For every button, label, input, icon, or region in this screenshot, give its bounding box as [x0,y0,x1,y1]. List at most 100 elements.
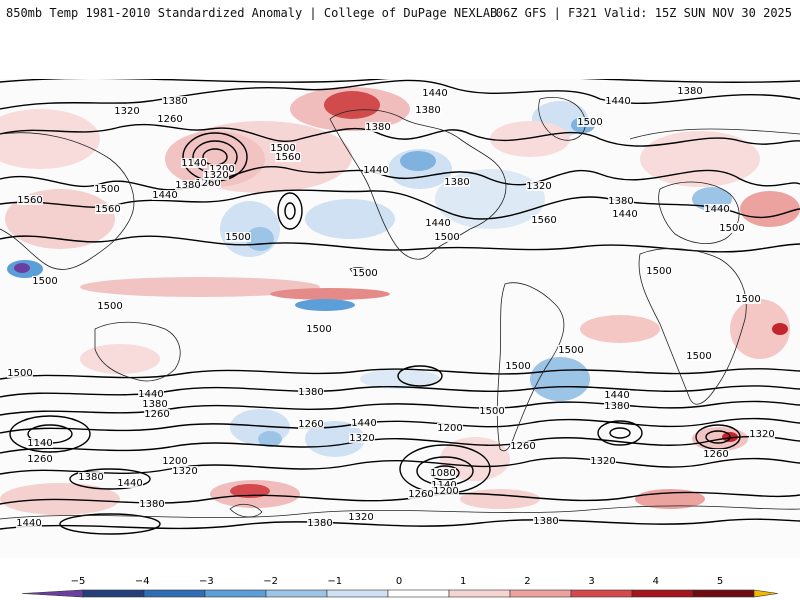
contour-label: 1500 [434,232,459,243]
contour-label: 1380 [677,86,702,97]
contour-label-bg [275,152,301,162]
colorbar-segment [265,589,328,598]
map-title: 850mb Temp 1981-2010 Standardized Anomal… [6,6,498,20]
colorbar-segment [143,589,206,598]
contour-label-bg [415,105,441,115]
contour-label: 1560 [17,195,42,206]
contour-label-bg [646,266,672,276]
contour-label-bg [719,223,745,233]
contour-label: 1260 [157,114,182,125]
coastlines [0,97,800,520]
contour-label: 1500 [479,406,504,417]
contour-label: 1260 [298,419,323,430]
contour-label-bg [749,429,775,439]
contour-label-bg [298,387,324,397]
anomaly-shading [0,87,800,515]
contour-label: 1500 [270,143,295,154]
colorbar-segment [21,589,84,598]
contour-label: 1440 [422,88,447,99]
contour-label: 1260 [703,449,728,460]
contour-label-bg [444,177,470,187]
colorbar-tick-label: −3 [199,576,214,587]
contour-label-bg [351,418,377,428]
contour-label: 1380 [307,518,332,529]
contour-label: 1260 [510,441,535,452]
contour-label-bg [306,324,332,334]
contour-label-bg [505,361,531,371]
contour-label-bg [7,368,33,378]
contour-label: 1560 [275,152,300,163]
contour-label-bg [349,433,375,443]
contour-label: 1140 [27,438,52,449]
contour-label-bg [735,294,761,304]
contour-label: 1500 [94,184,119,195]
contour-label-bg [162,456,188,466]
colorbar-tick-label: 4 [653,576,659,587]
contour-label-bg [203,170,229,180]
contour-label-bg [209,164,235,174]
contour-label: 1320 [349,433,374,444]
colorbar-tick-label: −2 [263,576,278,587]
contour-label-bg [686,351,712,361]
contour-label: 1260 [144,409,169,420]
contour-label: 1500 [577,117,602,128]
contour-label: 1500 [686,351,711,362]
contour-label: 1500 [719,223,744,234]
contour-label: 1500 [646,266,671,277]
colorbar-tick-label: −4 [135,576,150,587]
contour-label: 1440 [704,204,729,215]
contour-label-bg [479,406,505,416]
contour-label-bg [27,438,53,448]
colorbar-tick-label: 0 [396,576,402,587]
contour-label: 1500 [7,368,32,379]
contour-label-bg [172,466,198,476]
colorbar-segments [21,589,779,598]
contour-label: 1440 [117,478,142,489]
colorbar-tick-label: 5 [717,576,723,587]
contour-label-bg [604,390,630,400]
contour-label: 1260 [408,489,433,500]
antarctica-outline [0,505,800,520]
eurasia-outline [0,128,800,270]
contour-label-bg [78,472,104,482]
contour-label-bg [138,389,164,399]
contour-label-bg [531,215,557,225]
colorbar-tick-label: −5 [71,576,86,587]
contour-label-bg [162,96,188,106]
contour-label-bg [526,181,552,191]
contour-label-bg [114,106,140,116]
contour-label-bg [17,195,43,205]
contour-label-bg [195,178,221,188]
contour-label: 1500 [352,268,377,279]
contour-label-bg [604,401,630,411]
contour-label: 1380 [142,399,167,410]
contour-label: 1380 [139,499,164,510]
contour-label: 1140 [181,158,206,169]
contour-label-bg [577,117,603,127]
contour-label-bg [363,165,389,175]
colorbar-segment [448,589,511,598]
contour-label-bg [422,88,448,98]
contour-label: 1500 [306,324,331,335]
contour-label-bg [94,184,120,194]
colorbar-tick-label: 1 [460,576,466,587]
contour-label: 1560 [95,204,120,215]
contour-label-bg [408,489,434,499]
contour-label: 1320 [114,106,139,117]
colorbar-segment [631,589,694,598]
contour-label: 1380 [444,177,469,188]
contour-label-bg [175,180,201,190]
contour-label: 1500 [505,361,530,372]
contour-label: 1500 [558,345,583,356]
contour-label: 1440 [604,390,629,401]
contour-label: 1380 [415,105,440,116]
contour-labels: 1380 1380 1320 1260 1440 1380 1380 1440 1380 1500… [7,86,775,529]
contour-label: 1080 [430,468,455,479]
africa-outline [638,248,747,405]
colorbar-segment [570,589,633,598]
colorbar-segment [753,589,779,598]
warm-anomaly-alaska-core [324,91,380,119]
contour-label-bg [117,478,143,488]
model-run-info: 06Z GFS | F321 Valid: 15Z SUN NOV 30 202… [495,6,792,20]
contour-label: 1440 [425,218,450,229]
